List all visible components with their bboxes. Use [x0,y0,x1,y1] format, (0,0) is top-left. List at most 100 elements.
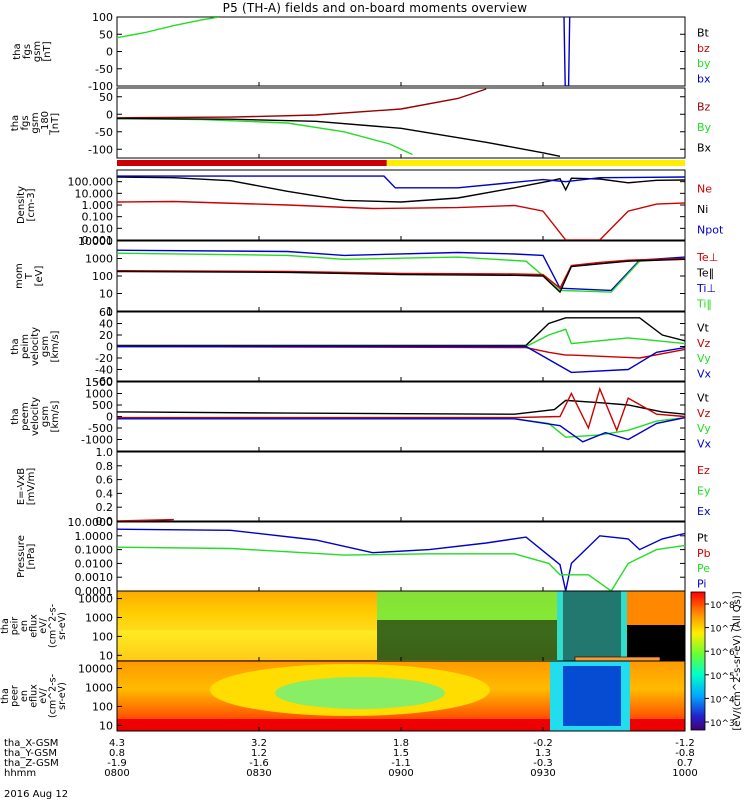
y-tick-label: 1000 [85,681,113,694]
series-e_field-Ez [117,518,174,521]
ylabel-line: fgs [20,115,31,130]
panel-density-frame [116,169,686,241]
x-tick-label: 0900 [388,768,413,779]
panel-mom_temperature-series [117,249,685,294]
series-fgs_gsm_180-By [117,117,413,156]
legend-e_field-0: Ez [697,464,710,477]
panel-peim_velocity-ylabel: thapeimvelocitygsm[km/s] [10,327,61,366]
x-tick-label: 1000 [672,768,697,779]
spectrogram-peer-blue-region [563,666,621,726]
ylabel-line: [km/s] [50,330,61,362]
legend-e_field-1: Ey [697,485,711,498]
panel-density-ylabel: Density[cm-3] [16,186,37,224]
y-tick-label: 10000 [78,235,113,248]
ylabel-line: en [19,620,30,632]
x-tick-label: -1.6 [249,758,269,769]
ylabel-line: T [24,272,35,280]
legend-pressure-0: Pt [697,532,709,545]
ylabel-line: (cm^2-s- [48,674,59,718]
x-tick-label: 4.3 [109,738,125,749]
ylabel-line: Density [16,186,27,224]
series-density-Npot [117,175,685,189]
panel-fgs_gsm_180-ylabel: thafgsgsm_180[nT] [10,111,61,136]
colorbar-tick-label: 10^5 [710,672,735,682]
series-mom_temperature-Ti‖ [117,252,685,293]
y-tick-label: 10 [99,649,113,662]
x-tick-label: 0830 [246,768,271,779]
panel-e_field-series [117,518,174,521]
panel-fgs_gsm-series [117,17,571,86]
panel-fgs_gsm-frame [116,16,686,87]
ylabel-line: gsm [30,112,41,133]
legend-pressure-1: Pb [697,547,711,560]
ylabel-line: peir [10,617,21,636]
ylabel-line: [nT] [42,41,53,61]
ylabel-line: peer [10,685,21,707]
x-tick-label: 0.8 [109,748,125,759]
series-fgs_gsm_180-Bz [117,88,487,119]
y-tick-label: 10000 [78,663,113,676]
series-fgs_gsm-by [117,17,220,39]
panel-mom_temperature-ylabel: momT[eV] [14,263,45,289]
panel-e_field-ylabel: E=-VxB[mV/m] [16,468,37,506]
colorbar-tick-label: 10^8 [710,601,735,611]
x-axis-row-label: tha_X-GSM [4,738,58,749]
y-tick-label: 0.010 [82,222,114,235]
ylabel-line: tha [10,338,21,354]
ylabel-line: fgs [22,44,33,59]
y-tick-label: 1.000 [82,199,114,212]
legend-e_field-2: Ex [697,505,711,518]
legend-peem_velocity-0: Vt [697,392,710,405]
y-tick-label: 1000 [85,388,113,401]
y-tick-label: 1.0000 [75,530,114,543]
legend-fgs_gsm-1: bz [697,42,710,55]
y-tick-label: 100 [92,630,113,643]
x-tick-label: -1.9 [107,758,127,769]
mode-bar-segment [386,160,685,166]
series-mom_temperature-Te⊥ [117,257,685,290]
legend-mom_temperature-1: Te‖ [696,266,714,279]
series-pressure-Pi [117,528,685,591]
ylabel-line: gsm [32,41,43,62]
ylabel-line: velocity [30,397,41,436]
panel-fgs_gsm_180: 50 0 -50 -100 thafgsgsm_180[nT] Bz By Bx [10,87,712,166]
legend-fgs_gsm-2: by [697,57,711,70]
y-tick-label: 100.000 [68,176,114,189]
spectrogram-peir_en_eflux-axis: 10000 1000 100 10 thapeirenefluxeV/(cm^2-s-s… [0,593,686,662]
panel-mom_temperature: 10000 1000 100 10 1 momT[eV] Te⊥ Te‖ Ti⊥ Ti‖ [14,235,718,318]
x-tick-label: 1.5 [393,748,409,759]
y-tick-label: 0.2 [96,501,114,514]
x-tick-label: -0.3 [533,758,553,769]
ylabel-line: gsm [40,406,51,427]
x-tick-label: 1.3 [535,748,551,759]
y-tick-label: 0 [106,108,113,121]
y-tick-label: 0 [106,411,113,424]
ylabel-line: (cm^2-s- [48,604,59,648]
y-tick-label: 0.0100 [75,557,114,570]
x-tick-label: 1.8 [393,738,409,749]
x-axis-row-label: hhmm [4,768,36,779]
spectrogram-peir-noise-region [563,591,621,661]
y-tick-label: 10 [99,288,113,301]
y-tick-label: 100 [92,700,113,713]
panel-pressure-frame [116,521,686,592]
y-tick-label: 20 [99,329,113,342]
y-tick-label: -1000 [81,434,113,447]
legend-mom_temperature-3: Ti‖ [696,297,712,310]
ylabel-line: eV/ [38,617,49,633]
spectrogram-peir-right-dark [627,625,685,661]
legend-pressure-3: Pi [697,577,706,590]
legend-mom_temperature-0: Te⊥ [696,251,718,264]
y-tick-label: 60 [99,306,113,319]
spectrogram-peir-band-low [117,630,377,660]
y-tick-label: 0.8 [96,460,114,473]
spectrogram-peir-dark-region [377,620,557,660]
x-tick-label: 3.2 [251,738,267,749]
ylabel-line: _180 [40,111,51,136]
colorbar-tick-label: 10^4 [710,695,735,705]
y-tick-label: 40 [99,318,113,331]
panel-peim_velocity-series [117,317,685,374]
panel-peem_velocity-series [117,386,685,443]
legend-peem_velocity-2: Vy [697,422,711,435]
y-tick-label: 100 [92,11,113,24]
